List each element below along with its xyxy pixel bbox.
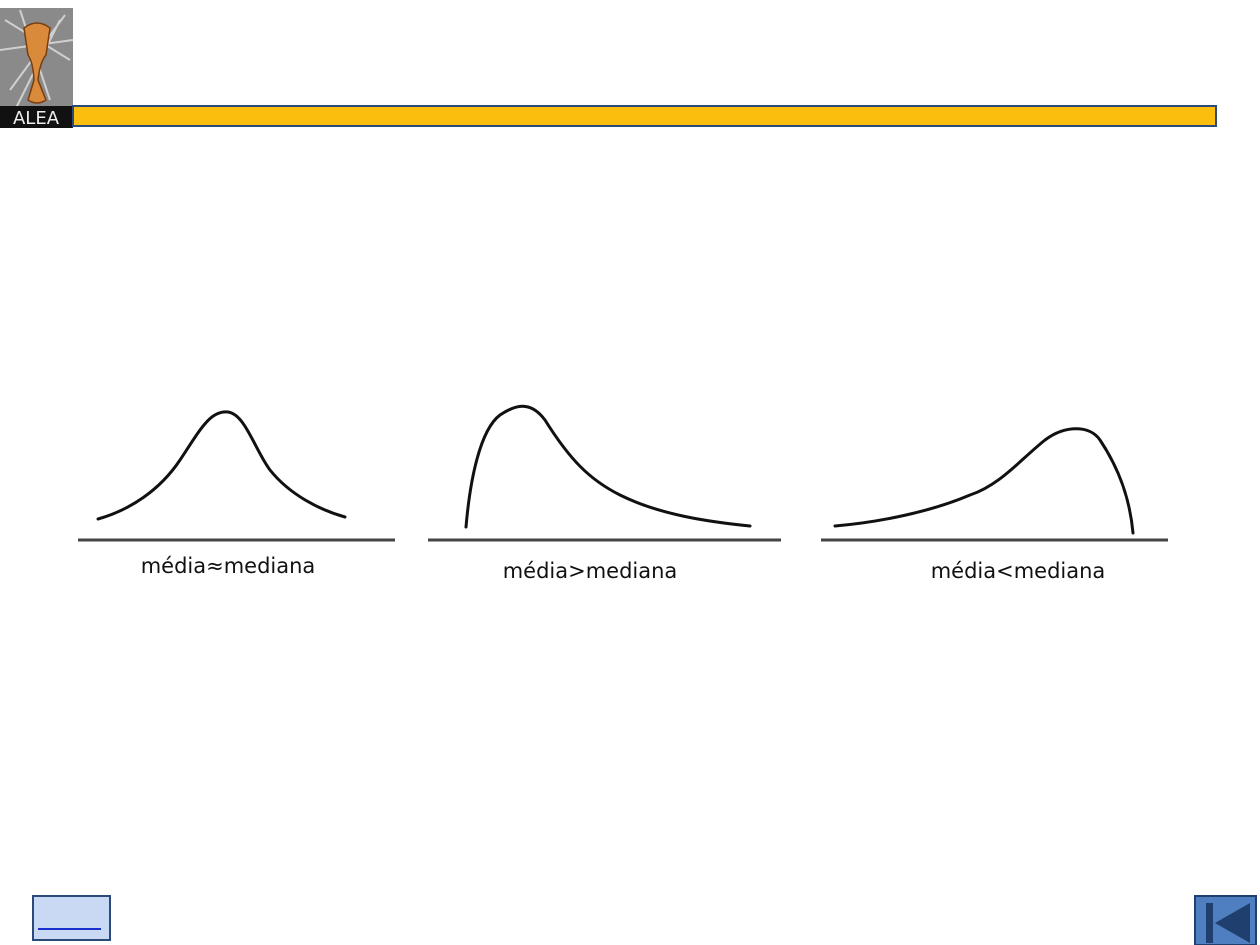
logo: ALEA (0, 8, 74, 129)
figure-label: média>mediana (503, 559, 678, 583)
symmetric-curve (96, 410, 347, 521)
left-skewed-curve (833, 427, 1135, 535)
nav-bar-icon[interactable] (1206, 903, 1213, 943)
header-bar (72, 105, 1217, 127)
first-slide-button[interactable] (1194, 895, 1257, 945)
logo-strip (0, 106, 73, 128)
logo-text: ALEA (13, 108, 60, 129)
figure-label: média<mediana (931, 559, 1106, 583)
logo-figure (23, 22, 51, 104)
figure-label: média≈mediana (141, 554, 316, 578)
link-button[interactable] (32, 895, 111, 941)
nav-triangle-icon[interactable] (1215, 903, 1250, 943)
link-button-box[interactable] (32, 895, 111, 941)
right-skewed-curve (464, 404, 752, 529)
